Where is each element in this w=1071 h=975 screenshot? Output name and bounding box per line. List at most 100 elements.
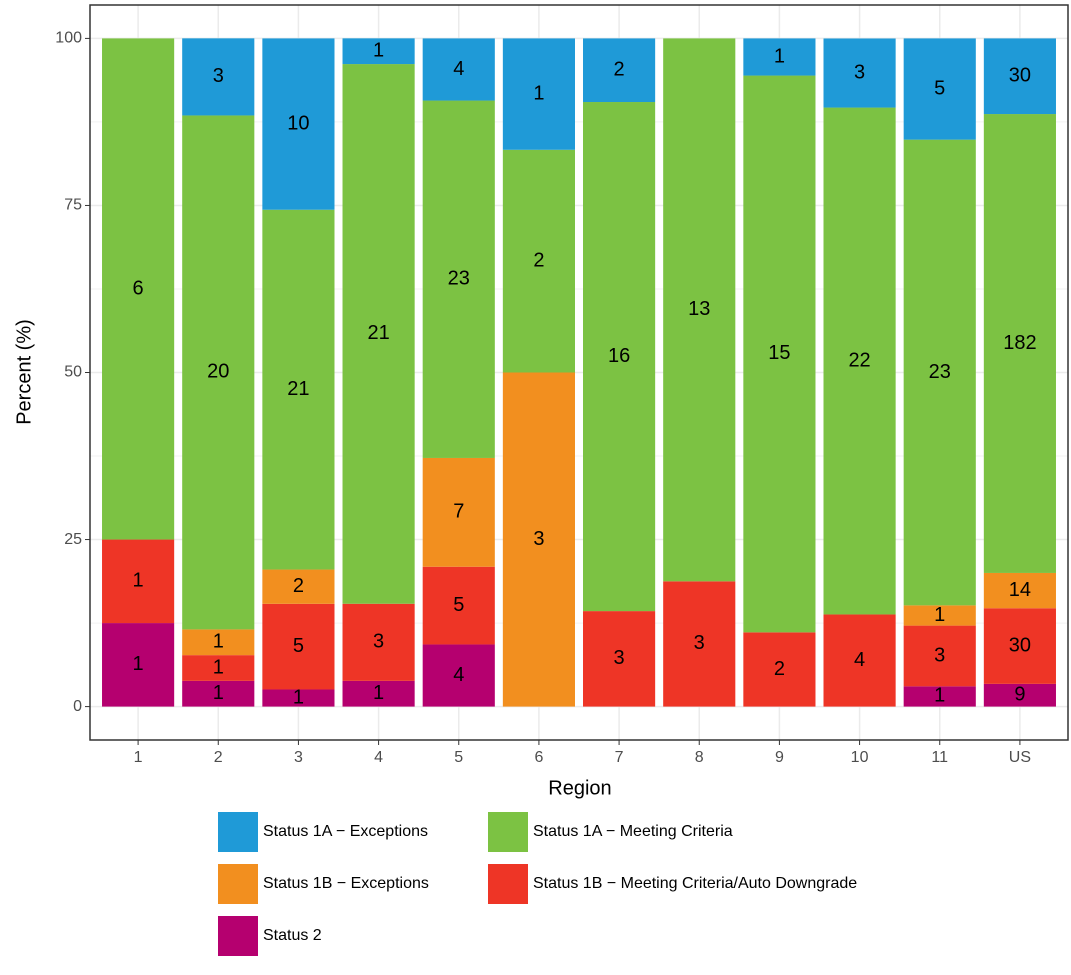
bar-segment <box>182 115 255 630</box>
legend-label: Status 1A − Meeting Criteria <box>533 823 733 840</box>
bar-segment <box>262 603 335 690</box>
bar-segment <box>903 625 976 687</box>
segment-label: 22 <box>848 349 870 371</box>
y-tick-label: 0 <box>73 698 82 715</box>
bar-segment <box>102 539 175 624</box>
segment-label: 6 <box>133 277 144 299</box>
bar-segment <box>823 38 896 108</box>
x-tick-label: 1 <box>134 749 143 766</box>
bar-segment <box>983 114 1056 573</box>
legend-label: Status 2 <box>263 927 322 944</box>
bar-segment <box>502 38 575 150</box>
segment-label: 3 <box>533 528 544 550</box>
bar-segment <box>262 569 335 604</box>
segment-label: 1 <box>213 631 224 653</box>
x-tick-label: 10 <box>851 749 869 766</box>
y-tick-label: 75 <box>64 197 82 214</box>
bar-segment <box>342 680 415 707</box>
plot-border <box>89 4 1069 741</box>
bar-segment <box>182 629 255 656</box>
segment-label: 15 <box>768 342 790 364</box>
segment-label: 5 <box>934 77 945 99</box>
bar-segment <box>262 209 335 570</box>
bar-segment <box>663 38 736 582</box>
x-tick-label: 5 <box>454 749 463 766</box>
bar-segment <box>102 623 175 707</box>
segment-label: 1 <box>213 682 224 704</box>
segment-label: 21 <box>367 322 389 344</box>
legend-label: Status 1B − Exceptions <box>263 875 429 892</box>
x-tick-label: 2 <box>214 749 223 766</box>
segment-label: 1 <box>373 39 384 61</box>
segment-label: 5 <box>453 594 464 616</box>
bar-segment <box>983 38 1056 115</box>
bar-segment <box>903 686 976 707</box>
bar-segment <box>583 38 656 103</box>
x-tick-label: 11 <box>931 749 948 766</box>
legend-swatch <box>488 864 528 904</box>
bar-segment <box>342 38 415 65</box>
bar-segment <box>502 149 575 373</box>
segment-label: 1 <box>133 570 144 592</box>
bar-segment <box>823 107 896 615</box>
segment-label: 3 <box>373 631 384 653</box>
segment-label: 4 <box>854 649 865 671</box>
segment-label: 3 <box>614 647 625 669</box>
bar-segment <box>262 38 335 210</box>
bar-segment <box>262 689 335 707</box>
x-tick-label: US <box>1009 749 1031 766</box>
bar-segment <box>903 605 976 626</box>
segment-label: 21 <box>287 378 309 400</box>
bar-segment <box>583 102 656 612</box>
bar-segment <box>983 572 1056 609</box>
segment-label: 1 <box>213 656 224 678</box>
legend-swatch <box>218 916 258 956</box>
segment-label: 3 <box>213 65 224 87</box>
y-axis-title: Percent (%) <box>13 319 35 425</box>
segment-label: 13 <box>688 298 710 320</box>
bar-segment <box>903 139 976 606</box>
x-tick-label: 3 <box>294 749 303 766</box>
segment-label: 1 <box>373 682 384 704</box>
bar-segment <box>422 644 495 707</box>
x-tick-label: 8 <box>695 749 704 766</box>
segment-label: 1 <box>293 686 304 708</box>
bar-segment <box>903 38 976 140</box>
segment-label: 4 <box>453 664 464 686</box>
bar-segment <box>823 614 896 707</box>
segment-label: 1 <box>934 685 945 707</box>
legend-swatch <box>218 864 258 904</box>
segment-label: 2 <box>614 58 625 80</box>
bar-segment <box>422 100 495 458</box>
x-tick-label: 4 <box>374 749 383 766</box>
segment-label: 1 <box>133 653 144 675</box>
segment-label: 7 <box>453 501 464 523</box>
bar-segment <box>583 611 656 707</box>
segment-label: 9 <box>1014 684 1025 706</box>
bar-segment <box>422 38 495 101</box>
y-tick-label: 100 <box>55 30 82 47</box>
y-tick-label: 25 <box>64 531 82 548</box>
segment-label: 2 <box>774 658 785 680</box>
segment-label: 20 <box>207 361 229 383</box>
x-tick-label: 6 <box>534 749 543 766</box>
segment-label: 2 <box>533 249 544 271</box>
bar-segment <box>182 655 255 681</box>
segment-label: 3 <box>854 61 865 83</box>
segment-label: 30 <box>1009 65 1031 87</box>
bar-segment <box>663 581 736 707</box>
segment-label: 1 <box>934 604 945 626</box>
segment-label: 23 <box>448 268 470 290</box>
bar-segment <box>743 75 816 633</box>
x-tick-label: 7 <box>615 749 624 766</box>
bar-segment <box>182 38 255 116</box>
bar-segment <box>983 608 1056 684</box>
segment-label: 30 <box>1009 634 1031 656</box>
bar-segment <box>102 38 175 540</box>
segment-label: 3 <box>694 632 705 654</box>
x-tick-label: 9 <box>775 749 784 766</box>
legend-swatch <box>218 812 258 852</box>
bar-segment <box>342 64 415 604</box>
legend-swatch <box>488 812 528 852</box>
